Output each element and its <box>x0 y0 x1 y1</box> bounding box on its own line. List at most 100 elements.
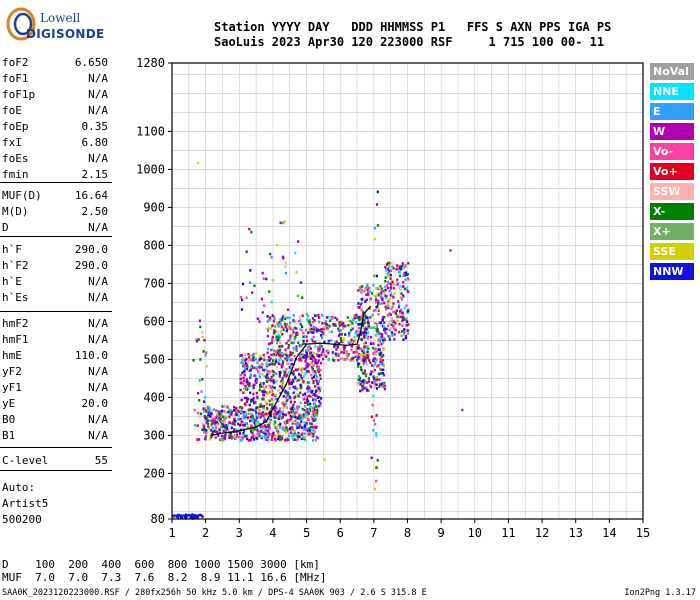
echo-point <box>239 377 242 381</box>
echo-point <box>339 321 342 324</box>
echo-point <box>258 375 261 379</box>
echo-point <box>374 294 377 298</box>
echo-point <box>397 305 401 309</box>
echo-point <box>268 363 271 366</box>
echo-point <box>310 331 313 334</box>
echo-point <box>401 330 404 333</box>
echo-point <box>273 317 276 321</box>
echo-point <box>401 264 404 268</box>
echo-point <box>279 341 282 344</box>
echo-point <box>375 332 379 335</box>
echo-point <box>258 388 261 392</box>
echo-point <box>383 338 386 342</box>
echo-point <box>313 413 316 416</box>
echo-point <box>362 311 365 314</box>
echo-point <box>251 419 254 423</box>
echo-point <box>288 316 291 320</box>
echo-point <box>254 401 257 404</box>
echo-point <box>252 355 255 359</box>
echo-point <box>299 414 302 417</box>
echo-point <box>312 325 316 329</box>
echo-point <box>201 428 204 431</box>
echo-point <box>228 415 231 419</box>
echo-point <box>399 287 402 291</box>
echo-point <box>310 361 313 364</box>
echo-point <box>374 360 377 363</box>
echo-point <box>370 415 373 419</box>
echo-point <box>320 351 323 354</box>
echo-point <box>312 327 315 331</box>
echo-point <box>266 347 270 351</box>
echo-point <box>311 339 314 343</box>
echo-point <box>387 302 390 305</box>
echo-point <box>313 393 316 396</box>
param-row: foE N/A <box>2 104 108 118</box>
echo-point <box>349 358 352 362</box>
echo-point <box>214 436 217 439</box>
echo-point <box>238 423 242 427</box>
echo-point <box>242 414 245 417</box>
echo-point <box>289 327 292 331</box>
echo-point <box>276 360 279 364</box>
echo-point <box>275 429 278 432</box>
echo-point <box>242 435 245 438</box>
param-label: foEp <box>2 120 29 133</box>
echo-point <box>218 431 221 435</box>
echo-point <box>255 366 258 369</box>
echo-point <box>275 412 278 416</box>
echo-point <box>210 429 213 432</box>
echo-point <box>272 380 275 384</box>
echo-point <box>359 318 362 321</box>
echo-point <box>399 285 402 288</box>
echo-point <box>376 349 379 353</box>
echo-point <box>374 321 377 325</box>
echo-point <box>363 348 366 352</box>
echo-point <box>449 249 452 252</box>
echo-point <box>306 370 309 373</box>
echo-point <box>215 423 218 427</box>
echo-point <box>239 406 242 409</box>
echo-point <box>257 434 260 438</box>
echo-point <box>255 406 258 410</box>
echo-point <box>266 334 269 338</box>
echo-point <box>275 379 278 383</box>
echo-point <box>291 334 294 338</box>
echo-point <box>308 327 311 331</box>
echo-point <box>320 334 323 337</box>
echo-point <box>250 438 253 442</box>
y-tick-label: 500 <box>143 352 165 366</box>
echo-point <box>261 405 264 408</box>
echo-point <box>258 412 261 415</box>
header-values: SaoLuis 2023 Apr30 120 223000 RSF 1 715 … <box>214 35 605 49</box>
echo-point <box>371 370 374 374</box>
echo-point <box>367 347 370 350</box>
echo-point <box>285 399 288 402</box>
echo-point <box>207 413 210 417</box>
echo-point <box>255 436 258 440</box>
echo-point <box>202 410 206 414</box>
echo-point <box>345 350 348 354</box>
echo-point <box>217 418 220 422</box>
echo-point <box>277 411 280 414</box>
echo-point <box>220 412 223 415</box>
echo-point <box>350 348 353 352</box>
echo-point <box>405 304 408 307</box>
param-label: C-level <box>2 454 49 467</box>
echo-point <box>261 390 264 393</box>
echo-point <box>381 297 384 301</box>
echo-point <box>270 390 273 393</box>
echo-point <box>266 359 269 362</box>
echo-point <box>211 415 214 418</box>
echo-point <box>299 318 302 322</box>
echo-point <box>357 333 360 336</box>
echo-point <box>270 362 273 366</box>
echo-point <box>249 376 252 379</box>
echo-point <box>270 438 273 441</box>
distance-row: D 100 200 400 600 800 1000 1500 3000 [km… <box>2 558 320 571</box>
echo-point <box>254 419 257 422</box>
echo-point <box>292 420 295 423</box>
echo-point <box>293 377 297 381</box>
echo-point <box>255 411 258 415</box>
echo-point <box>337 358 340 362</box>
echo-point <box>361 324 365 327</box>
